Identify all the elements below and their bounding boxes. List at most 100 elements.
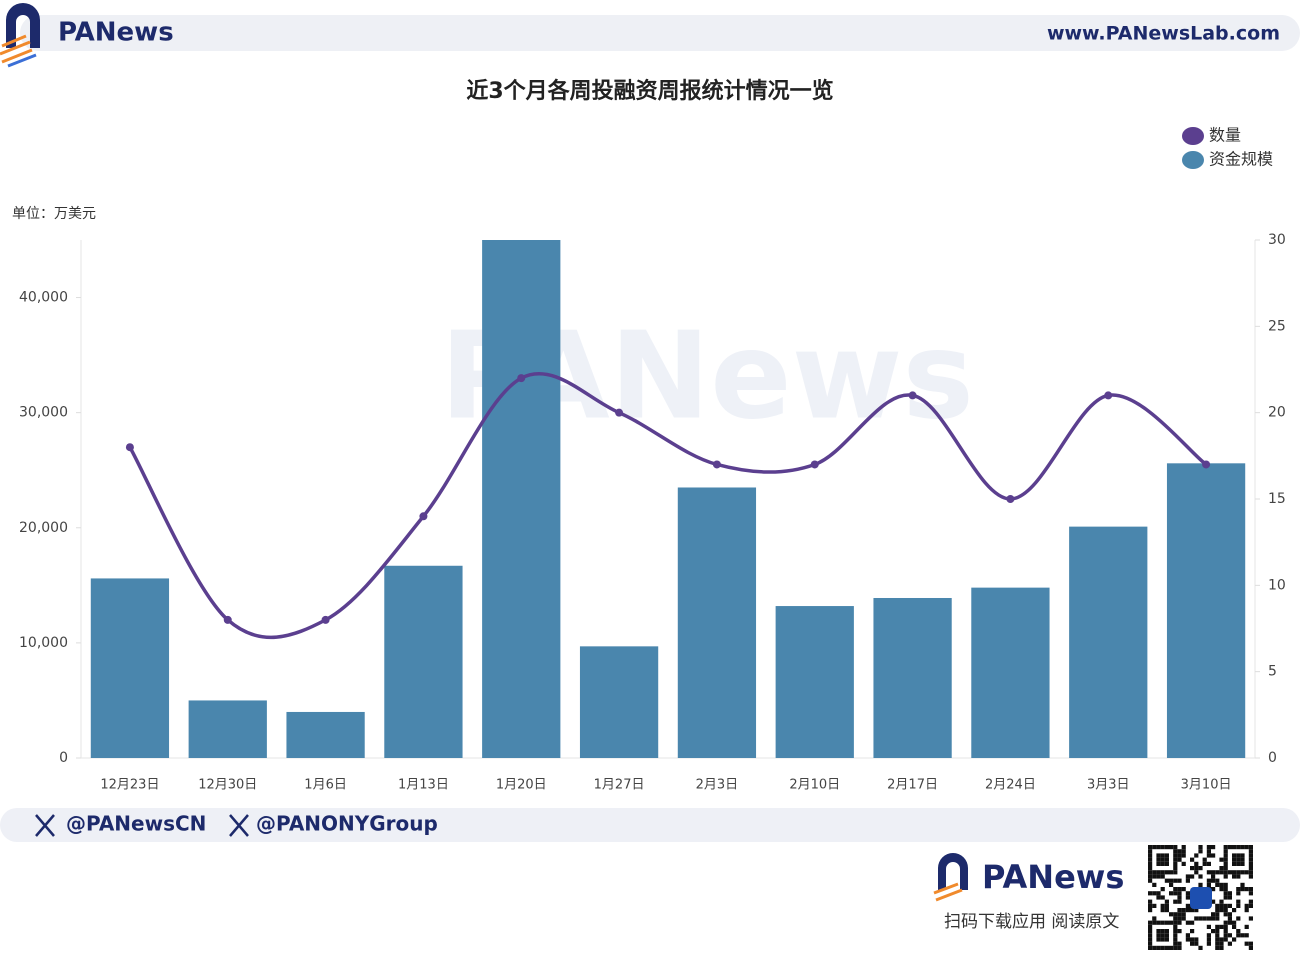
qr-cell: [1219, 857, 1224, 862]
qr-cell: [1240, 887, 1245, 892]
qr-cell: [1148, 878, 1153, 883]
qr-cell: [1232, 870, 1237, 875]
qr-cell: [1156, 857, 1161, 862]
x-tick-label: 12月23日: [100, 778, 159, 793]
qr-cell: [1185, 874, 1190, 879]
footer-bar: [0, 808, 1300, 842]
qr-cell: [1160, 945, 1165, 950]
qr-cell: [1206, 933, 1211, 938]
qr-cell: [1181, 849, 1186, 854]
qr-cell: [1227, 845, 1232, 850]
qr-cell: [1194, 941, 1199, 946]
qr-cell: [1223, 845, 1228, 850]
qr-cell: [1152, 903, 1157, 908]
qr-cell: [1248, 845, 1253, 850]
qr-cell: [1219, 937, 1224, 942]
qr-cell: [1177, 857, 1182, 862]
qr-cell: [1206, 916, 1211, 921]
qr-cell: [1223, 891, 1228, 896]
qr-cell: [1215, 903, 1220, 908]
qr-cell: [1206, 861, 1211, 866]
qr-cell: [1177, 887, 1182, 892]
bar: [1166, 463, 1246, 758]
qr-cell: [1206, 853, 1211, 858]
qr-cell: [1148, 903, 1153, 908]
y2-tick-label: 0: [1268, 750, 1277, 766]
qr-cell: [1202, 857, 1207, 862]
qr-cell: [1232, 853, 1237, 858]
qr-cell: [1152, 945, 1157, 950]
qr-cell: [1232, 845, 1237, 850]
line-point: [223, 615, 232, 624]
qr-cell: [1219, 924, 1224, 929]
line-point: [615, 408, 624, 417]
qr-cell: [1215, 945, 1220, 950]
qr-cell: [1240, 845, 1245, 850]
qr-cell: [1177, 849, 1182, 854]
qr-cell: [1202, 916, 1207, 921]
qr-cell: [1219, 887, 1224, 892]
qr-cell: [1169, 891, 1174, 896]
qr-cell: [1181, 916, 1186, 921]
qr-cell: [1173, 929, 1178, 934]
qr-cell: [1160, 870, 1165, 875]
qr-cell: [1173, 857, 1178, 862]
bar: [873, 597, 952, 758]
qr-cell: [1148, 920, 1153, 925]
qr-cell: [1194, 866, 1199, 871]
line-point: [125, 443, 134, 452]
qr-cell: [1160, 908, 1165, 913]
qr-cell: [1177, 908, 1182, 913]
qr-cell: [1164, 937, 1169, 942]
qr-cell: [1211, 874, 1216, 879]
qr-cell: [1248, 916, 1253, 921]
qr-cell: [1206, 924, 1211, 929]
qr-cell: [1219, 866, 1224, 871]
qr-cell: [1244, 924, 1249, 929]
qr-cell: [1236, 903, 1241, 908]
qr-cell: [1160, 933, 1165, 938]
qr-cell: [1244, 903, 1249, 908]
x-tick-label: 1月27日: [594, 778, 645, 793]
qr-cell: [1173, 891, 1178, 896]
qr-cell: [1156, 945, 1161, 950]
qr-cell: [1236, 899, 1241, 904]
line-point: [712, 460, 721, 469]
qr-cell: [1164, 899, 1169, 904]
qr-cell: [1211, 916, 1216, 921]
bar: [971, 587, 1050, 758]
line-point: [810, 460, 819, 469]
qr-cell: [1164, 845, 1169, 850]
qr-cell: [1215, 916, 1220, 921]
qr-cell: [1190, 908, 1195, 913]
qr-cell: [1198, 874, 1203, 879]
qr-cell: [1148, 937, 1153, 942]
x-tick-label: 2月17日: [887, 778, 938, 793]
qr-cell: [1211, 912, 1216, 917]
qr-cell: [1244, 908, 1249, 913]
qr-cell: [1223, 908, 1228, 913]
line-point: [517, 374, 526, 383]
qr-cell: [1248, 941, 1253, 946]
qr-cell: [1160, 887, 1165, 892]
qr-cell: [1177, 945, 1182, 950]
legend-swatch: [1182, 151, 1204, 169]
qr-cell: [1240, 933, 1245, 938]
qr-cell: [1219, 882, 1224, 887]
qr-cell: [1173, 866, 1178, 871]
qr-cell: [1194, 916, 1199, 921]
qr-cell: [1152, 882, 1157, 887]
qr-cell: [1198, 866, 1203, 871]
qr-cell: [1181, 853, 1186, 858]
qr-cell: [1160, 929, 1165, 934]
qr-cell: [1148, 929, 1153, 934]
qr-cell: [1190, 920, 1195, 925]
line-point: [419, 512, 428, 521]
footer-logo: [933, 853, 968, 902]
qr-cell: [1164, 878, 1169, 883]
footer-brand: PANews: [982, 858, 1124, 896]
qr-cell: [1223, 903, 1228, 908]
qr-cell: [1211, 870, 1216, 875]
line-point: [908, 391, 917, 400]
qr-cell: [1148, 845, 1153, 850]
